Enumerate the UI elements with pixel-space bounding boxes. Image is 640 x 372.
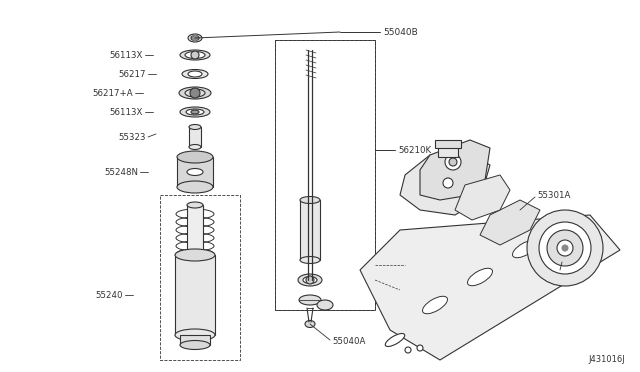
Ellipse shape [467,268,493,286]
Bar [180,335,210,345]
Ellipse shape [458,199,482,211]
Text: 55040A: 55040A [332,337,365,346]
Bar [160,195,240,360]
Text: 55248N: 55248N [104,167,138,176]
Bar [187,205,203,255]
Ellipse shape [305,321,315,327]
Ellipse shape [177,151,213,163]
Circle shape [306,276,314,284]
Bar [275,40,375,310]
Circle shape [193,35,198,41]
Circle shape [547,230,583,266]
Ellipse shape [175,329,215,341]
Ellipse shape [187,252,203,258]
Ellipse shape [188,34,202,42]
Ellipse shape [513,240,538,258]
Circle shape [557,240,573,256]
Ellipse shape [185,51,205,58]
Ellipse shape [300,196,320,203]
Circle shape [527,210,603,286]
Bar [175,255,215,335]
Text: 55323: 55323 [118,132,146,141]
Ellipse shape [185,89,205,97]
Ellipse shape [187,202,203,208]
Text: 56113X: 56113X [109,108,143,116]
Ellipse shape [188,71,202,77]
Circle shape [562,245,568,251]
Polygon shape [480,200,540,245]
Text: 55240: 55240 [95,291,123,299]
Polygon shape [455,175,510,220]
Ellipse shape [299,295,321,305]
Ellipse shape [191,35,199,41]
Ellipse shape [180,107,210,117]
Circle shape [449,158,457,166]
Ellipse shape [385,334,404,346]
Text: 55301A: 55301A [537,190,570,199]
Text: 55040B: 55040B [383,28,418,36]
Ellipse shape [186,109,204,115]
Text: 56217: 56217 [118,70,146,78]
Ellipse shape [300,257,320,263]
Polygon shape [400,150,490,215]
Ellipse shape [180,340,210,350]
Ellipse shape [189,125,201,129]
Circle shape [445,154,461,170]
Bar [438,145,458,157]
Ellipse shape [179,87,211,99]
Circle shape [465,200,475,210]
Ellipse shape [422,296,447,314]
Circle shape [190,88,200,98]
Bar [435,140,461,148]
Ellipse shape [175,249,215,261]
Polygon shape [420,140,490,200]
Text: 56210K: 56210K [398,145,431,154]
Ellipse shape [187,169,203,176]
Ellipse shape [298,274,322,286]
Circle shape [405,347,411,353]
Bar [189,127,201,147]
Ellipse shape [182,70,208,78]
Bar [177,157,213,187]
Ellipse shape [180,50,210,60]
Circle shape [443,178,453,188]
Text: 56217+A: 56217+A [92,89,133,97]
Circle shape [191,51,199,59]
Polygon shape [360,215,620,360]
Ellipse shape [303,276,317,283]
Ellipse shape [189,144,201,150]
Circle shape [539,222,591,274]
Bar [275,40,375,310]
Ellipse shape [317,300,333,310]
Text: J431016J: J431016J [588,356,625,365]
Ellipse shape [177,181,213,193]
Ellipse shape [191,110,199,114]
Text: 56113X: 56113X [109,51,143,60]
Circle shape [417,345,423,351]
Bar [300,200,320,260]
